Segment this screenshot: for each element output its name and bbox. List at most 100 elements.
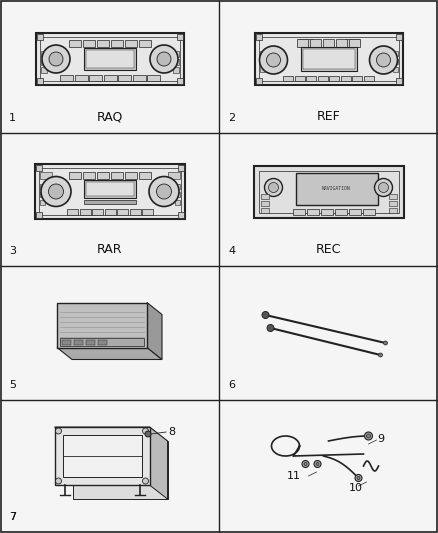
Bar: [306, 76, 316, 81]
Text: 4: 4: [228, 246, 235, 256]
Ellipse shape: [142, 478, 148, 484]
Bar: [258, 37, 399, 81]
Bar: [293, 208, 304, 214]
Bar: [84, 199, 136, 204]
Bar: [349, 39, 360, 47]
Bar: [111, 40, 123, 47]
Ellipse shape: [142, 428, 148, 434]
Bar: [125, 40, 137, 47]
Text: 3: 3: [9, 246, 16, 256]
Bar: [321, 208, 332, 214]
Bar: [336, 39, 346, 47]
Bar: [259, 51, 265, 56]
Bar: [130, 209, 141, 215]
Text: RAR: RAR: [97, 243, 123, 256]
Bar: [117, 209, 128, 215]
Bar: [259, 59, 265, 64]
Bar: [261, 200, 268, 206]
Bar: [255, 34, 261, 40]
Bar: [41, 67, 47, 73]
Bar: [261, 193, 268, 198]
Bar: [125, 172, 137, 179]
Bar: [389, 207, 396, 213]
Polygon shape: [149, 427, 167, 499]
Ellipse shape: [316, 463, 319, 465]
Bar: [173, 51, 179, 57]
Bar: [98, 340, 107, 344]
Bar: [254, 166, 403, 217]
Bar: [84, 48, 136, 70]
Bar: [364, 76, 374, 81]
Bar: [175, 191, 180, 197]
Ellipse shape: [262, 311, 269, 319]
Ellipse shape: [56, 428, 61, 434]
Bar: [37, 34, 43, 40]
Bar: [310, 39, 321, 47]
Text: 6: 6: [228, 380, 235, 390]
Ellipse shape: [378, 182, 389, 192]
Bar: [97, 172, 109, 179]
Ellipse shape: [374, 179, 392, 197]
Bar: [54, 427, 149, 485]
Ellipse shape: [370, 46, 398, 74]
Bar: [67, 209, 78, 215]
Ellipse shape: [42, 45, 70, 73]
Text: 9: 9: [378, 434, 385, 444]
Ellipse shape: [266, 53, 280, 67]
Bar: [177, 34, 183, 40]
Bar: [283, 76, 293, 81]
Bar: [389, 200, 396, 206]
Ellipse shape: [355, 474, 362, 481]
Text: 1: 1: [9, 113, 16, 123]
Bar: [36, 165, 42, 171]
Bar: [363, 208, 374, 214]
Bar: [396, 34, 402, 40]
Bar: [40, 191, 45, 197]
Bar: [307, 208, 318, 214]
Bar: [74, 75, 88, 81]
Bar: [40, 199, 45, 205]
Bar: [300, 47, 357, 71]
Ellipse shape: [268, 182, 279, 192]
Ellipse shape: [49, 184, 64, 199]
Bar: [261, 207, 268, 213]
Bar: [352, 76, 362, 81]
Bar: [41, 51, 47, 57]
Bar: [80, 209, 91, 215]
Ellipse shape: [149, 176, 179, 206]
Bar: [139, 40, 151, 47]
Ellipse shape: [357, 477, 360, 480]
Bar: [60, 337, 144, 345]
Ellipse shape: [41, 176, 71, 206]
Ellipse shape: [302, 461, 309, 467]
Bar: [322, 39, 333, 47]
Ellipse shape: [265, 179, 283, 197]
Bar: [62, 340, 71, 344]
Bar: [57, 303, 147, 348]
Bar: [105, 209, 116, 215]
Text: 10: 10: [349, 483, 363, 493]
Bar: [86, 50, 134, 68]
Bar: [295, 76, 305, 81]
Bar: [392, 59, 398, 64]
Ellipse shape: [384, 341, 388, 345]
Bar: [92, 209, 103, 215]
Ellipse shape: [304, 463, 307, 465]
Bar: [40, 183, 45, 189]
Bar: [329, 76, 339, 81]
Bar: [142, 209, 153, 215]
Bar: [139, 172, 151, 179]
Bar: [392, 51, 398, 56]
Bar: [335, 208, 346, 214]
Ellipse shape: [156, 184, 172, 199]
Text: REF: REF: [317, 110, 340, 123]
Ellipse shape: [259, 46, 287, 74]
Ellipse shape: [367, 434, 371, 438]
Bar: [341, 76, 351, 81]
Ellipse shape: [56, 478, 61, 484]
Bar: [89, 75, 102, 81]
Bar: [86, 340, 95, 344]
Bar: [97, 40, 109, 47]
Text: 5: 5: [9, 380, 16, 390]
Bar: [69, 40, 81, 47]
